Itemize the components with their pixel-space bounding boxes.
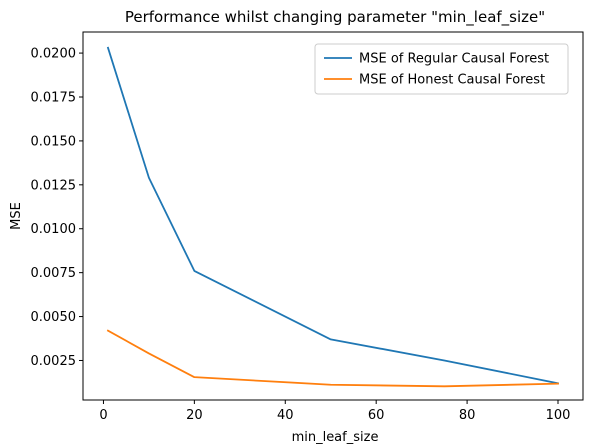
y-tick-label: 0.0125 bbox=[31, 178, 77, 193]
y-tick-label: 0.0175 bbox=[31, 90, 77, 105]
y-tick-label: 0.0150 bbox=[31, 134, 77, 149]
axes-frame bbox=[82, 31, 584, 401]
x-axis-label: min_leaf_size bbox=[292, 430, 379, 445]
x-tick-label: 60 bbox=[368, 408, 385, 423]
y-axis-label: MSE bbox=[9, 202, 24, 230]
x-tick-label: 20 bbox=[186, 408, 203, 423]
y-tick-label: 0.0100 bbox=[31, 222, 77, 237]
chart-title: Performance whilst changing parameter "m… bbox=[125, 8, 545, 27]
series-line-2 bbox=[106, 329, 559, 388]
legend-label-1: MSE of Regular Causal Forest bbox=[359, 52, 549, 67]
series-line-1 bbox=[106, 46, 560, 385]
legend: MSE of Regular Causal Forest MSE of Hones… bbox=[314, 43, 569, 95]
x-tick-label: 40 bbox=[277, 408, 294, 423]
y-tick-label: 0.0050 bbox=[31, 310, 77, 325]
x-tick-label: 100 bbox=[546, 408, 571, 423]
y-tick-label: 0.0025 bbox=[31, 354, 77, 369]
x-tick-label: 0 bbox=[99, 408, 107, 423]
y-tick-label: 0.0075 bbox=[31, 266, 77, 281]
legend-box bbox=[314, 43, 569, 95]
legend-label-2: MSE of Honest Causal Forest bbox=[359, 73, 545, 88]
y-tick-label: 0.0200 bbox=[31, 47, 77, 62]
plot-area: 0 20 40 60 80 100 0.0025 0.0050 0.0075 0.0100 0.01… bbox=[31, 31, 584, 423]
x-tick-label: 80 bbox=[459, 408, 476, 423]
